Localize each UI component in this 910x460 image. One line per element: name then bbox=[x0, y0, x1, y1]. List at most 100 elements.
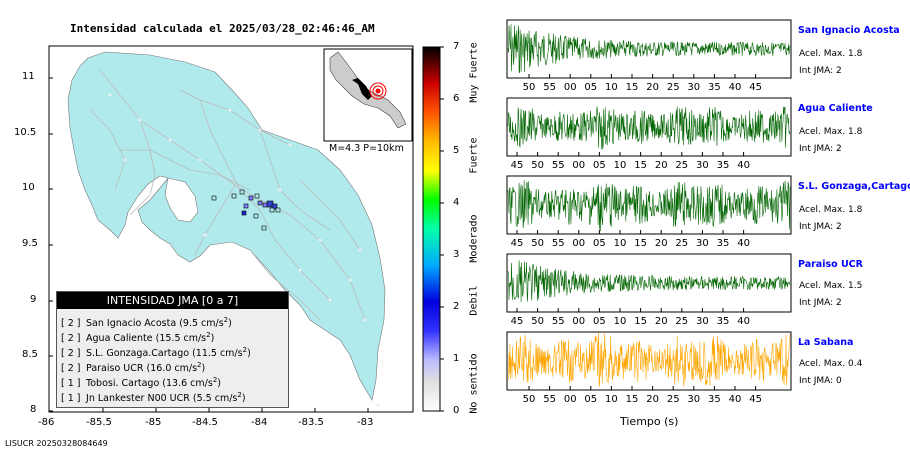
legend-level: [ 1 ] bbox=[61, 378, 81, 390]
seismogram-tick-label: 50 bbox=[531, 316, 544, 327]
legend-row: [ 2 ] Agua Caliente (15.5 cm/s2) bbox=[61, 331, 214, 344]
legend-station: Jn Lankester N00 UCR bbox=[86, 393, 190, 405]
seismogram-tick-label: 35 bbox=[717, 160, 730, 171]
legend-accel-close: ) bbox=[217, 378, 221, 390]
legend-station: San Ignacio Acosta bbox=[86, 318, 177, 330]
legend-accel: (15.5 cm/s bbox=[155, 333, 207, 345]
map-title: Intensidad calculada el 2025/03/28_02:46… bbox=[70, 22, 375, 35]
seismogram-trace bbox=[507, 260, 791, 303]
seismogram-trace bbox=[507, 332, 791, 387]
cb-tick-5: 5 bbox=[453, 145, 460, 156]
epicenter-icon bbox=[369, 82, 387, 100]
lat-label-8-5: 8.5 bbox=[22, 349, 38, 360]
seismogram-tick-label: 55 bbox=[543, 82, 556, 93]
legend-accel-close: ) bbox=[241, 393, 246, 405]
legend-accel: (5.5 cm/s bbox=[192, 393, 238, 405]
legend-accel-exponent: 2 bbox=[206, 331, 211, 339]
seismogram-tick-label: 10 bbox=[605, 394, 618, 405]
cb-label-debil: Debil bbox=[468, 285, 480, 316]
legend-row: [ 2 ] S.L. Gonzaga.Cartago (11.5 cm/s2) bbox=[61, 346, 251, 359]
seismogram-frame bbox=[506, 97, 792, 157]
footer-id: LISUCR 20250328084649 bbox=[5, 439, 108, 448]
legend-accel-close: ) bbox=[247, 348, 251, 360]
seismogram-tick-label: 30 bbox=[696, 316, 709, 327]
legend-accel-close: ) bbox=[210, 333, 215, 345]
inset-country-highlight bbox=[352, 78, 372, 100]
cb-tick-4: 4 bbox=[453, 197, 460, 208]
cb-label-fuerte: Fuerte bbox=[468, 137, 480, 174]
seismogram-tick-label: 05 bbox=[593, 238, 606, 249]
legend-accel-exponent: 2 bbox=[212, 376, 218, 384]
seismogram-tick-label: 55 bbox=[543, 394, 556, 405]
seismogram-tick-label: 35 bbox=[708, 394, 721, 405]
seismogram-tick-label: 55 bbox=[552, 316, 565, 327]
lon-label-86: -86 bbox=[38, 417, 55, 428]
seismogram-tick-label: 05 bbox=[593, 316, 606, 327]
cb-label-moderado: Moderado bbox=[468, 214, 480, 263]
legend-accel-close: ) bbox=[228, 318, 232, 330]
lat-label-8: 8 bbox=[30, 404, 37, 415]
seismogram-tick-label: 25 bbox=[667, 82, 680, 93]
seismogram-tick-label: 45 bbox=[749, 394, 762, 405]
station-name-paraiso: Paraiso UCR bbox=[798, 259, 863, 270]
seismogram-tick-label: 05 bbox=[593, 160, 606, 171]
legend-level: [ 1 ] bbox=[61, 393, 81, 405]
legend-accel: (9.5 cm/s bbox=[179, 318, 224, 330]
legend-accel: (13.6 cm/s bbox=[162, 378, 213, 390]
seismogram-tick-label: 50 bbox=[531, 160, 544, 171]
station-name-san-ignacio: San Ignacio Acosta bbox=[798, 25, 900, 36]
station-name-sl-gonzaga: S.L. Gonzaga,Cartago bbox=[798, 181, 910, 192]
seismogram-tick-label: 20 bbox=[655, 316, 668, 327]
legend-row: [ 1 ] Jn Lankester N00 UCR (5.5 cm/s2) bbox=[61, 391, 246, 404]
seismogram-tick-label: 10 bbox=[614, 160, 627, 171]
station-markers bbox=[211, 189, 281, 231]
seismogram-tick-label: 15 bbox=[634, 316, 647, 327]
legend-level: [ 2 ] bbox=[61, 363, 81, 375]
seismogram-tick-label: 55 bbox=[552, 160, 565, 171]
cb-label-muy-fuerte: Muy Fuerte bbox=[468, 42, 480, 103]
legend-accel-exponent: 2 bbox=[197, 361, 202, 369]
lat-ticks bbox=[49, 77, 53, 412]
seismogram-trace bbox=[507, 24, 791, 74]
town-markers bbox=[108, 93, 380, 407]
seismogram-tick-label: 45 bbox=[511, 316, 524, 327]
cb-tick-7: 7 bbox=[453, 41, 460, 52]
seismogram-tick-label: 25 bbox=[675, 316, 688, 327]
seismogram-tick-label: 45 bbox=[511, 160, 524, 171]
station-jma-sl-gonzaga: Int JMA: 2 bbox=[799, 222, 842, 232]
x-axis-label: Tiempo (s) bbox=[620, 415, 679, 428]
seismogram-tick-label: 00 bbox=[572, 160, 585, 171]
lon-label-83-5: -83.5 bbox=[298, 417, 324, 428]
seismogram-tick-label: 40 bbox=[729, 82, 742, 93]
seismogram-tick-label: 10 bbox=[614, 316, 627, 327]
legend-accel-close: ) bbox=[201, 363, 206, 375]
seismogram-trace bbox=[507, 106, 791, 150]
lat-label-11: 11 bbox=[22, 71, 35, 82]
seismogram-tick-label: 25 bbox=[675, 238, 688, 249]
legend-station: Paraiso UCR bbox=[86, 363, 144, 375]
seismogram-frame bbox=[506, 331, 792, 391]
lon-label-84: -84 bbox=[251, 417, 268, 428]
legend-level: [ 2 ] bbox=[61, 333, 81, 345]
seismogram-tick-label: 15 bbox=[634, 160, 647, 171]
seismogram-tick-label: 30 bbox=[696, 238, 709, 249]
seismogram-tick-label: 20 bbox=[655, 160, 668, 171]
station-accel-la-sabana: Acel. Max. 0.4 bbox=[799, 359, 863, 369]
seismogram-tick-label: 40 bbox=[737, 316, 750, 327]
gulf-of-nicoya bbox=[164, 177, 199, 223]
station-jma-san-ignacio: Int JMA: 2 bbox=[799, 66, 842, 76]
legend-level: [ 2 ] bbox=[61, 318, 81, 330]
lat-label-9-5: 9.5 bbox=[22, 238, 38, 249]
station-name-la-sabana: La Sabana bbox=[798, 337, 854, 348]
station-accel-san-ignacio: Acel. Max. 1.8 bbox=[799, 49, 863, 59]
seismogram-tick-label: 40 bbox=[729, 394, 742, 405]
seismogram-tick-label: 25 bbox=[667, 394, 680, 405]
seismogram-tick-label: 50 bbox=[523, 82, 536, 93]
seismogram-tick-label: 00 bbox=[572, 238, 585, 249]
cb-tick-1: 1 bbox=[453, 353, 460, 364]
legend-accel: (16.0 cm/s bbox=[146, 363, 198, 375]
legend-station: Tobosi. Cartago bbox=[86, 378, 160, 390]
seismogram-tick-label: 40 bbox=[737, 238, 750, 249]
seismogram-tick-label: 30 bbox=[687, 394, 700, 405]
legend-row: [ 2 ] Paraiso UCR (16.0 cm/s2) bbox=[61, 361, 205, 374]
